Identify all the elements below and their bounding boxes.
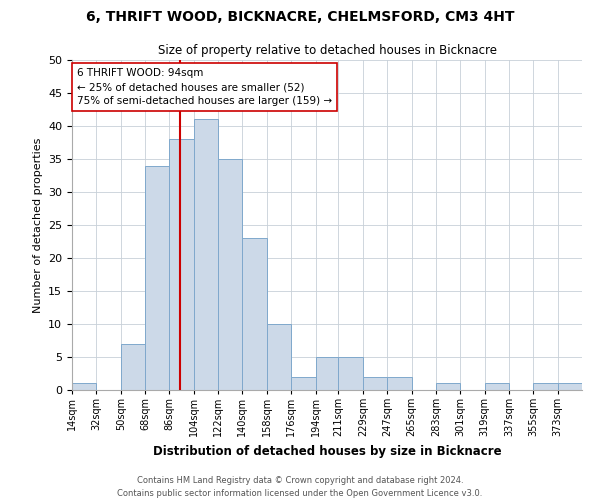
Bar bbox=[72, 384, 97, 390]
Bar bbox=[387, 377, 412, 390]
Y-axis label: Number of detached properties: Number of detached properties bbox=[32, 138, 43, 312]
Bar bbox=[242, 238, 267, 390]
X-axis label: Distribution of detached houses by size in Bicknacre: Distribution of detached houses by size … bbox=[152, 444, 502, 458]
Bar bbox=[194, 120, 218, 390]
Bar bbox=[218, 159, 242, 390]
Title: Size of property relative to detached houses in Bicknacre: Size of property relative to detached ho… bbox=[157, 44, 497, 58]
Bar bbox=[363, 377, 387, 390]
Text: 6 THRIFT WOOD: 94sqm
← 25% of detached houses are smaller (52)
75% of semi-detac: 6 THRIFT WOOD: 94sqm ← 25% of detached h… bbox=[77, 68, 332, 106]
Bar bbox=[436, 384, 460, 390]
Bar bbox=[291, 377, 316, 390]
Text: 6, THRIFT WOOD, BICKNACRE, CHELMSFORD, CM3 4HT: 6, THRIFT WOOD, BICKNACRE, CHELMSFORD, C… bbox=[86, 10, 514, 24]
Bar bbox=[338, 357, 363, 390]
Bar bbox=[533, 384, 557, 390]
Bar bbox=[267, 324, 291, 390]
Bar bbox=[145, 166, 169, 390]
Bar bbox=[485, 384, 509, 390]
Bar bbox=[557, 384, 582, 390]
Bar bbox=[121, 344, 145, 390]
Text: Contains HM Land Registry data © Crown copyright and database right 2024.
Contai: Contains HM Land Registry data © Crown c… bbox=[118, 476, 482, 498]
Bar bbox=[169, 139, 194, 390]
Bar bbox=[316, 357, 338, 390]
